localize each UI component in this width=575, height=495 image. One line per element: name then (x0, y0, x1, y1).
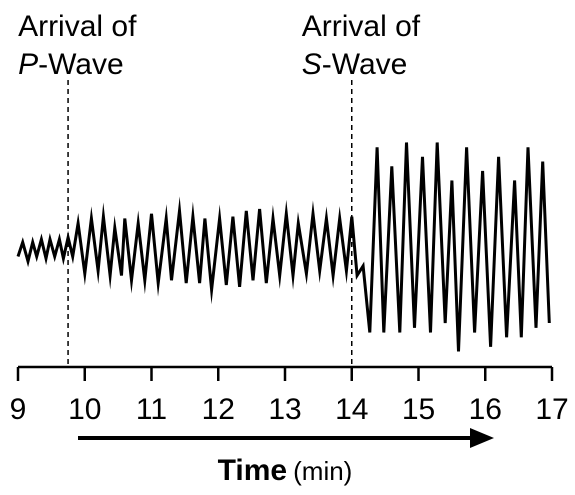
x-tick-label: 9 (10, 393, 27, 426)
x-tick-label: 11 (136, 393, 167, 426)
x-axis-label-main: Time (218, 454, 287, 487)
time-arrow (78, 428, 494, 448)
arrival-label-line2: P-Wave (18, 48, 124, 81)
arrival-label-line2: S-Wave (302, 48, 408, 81)
x-tick-label: 12 (202, 393, 235, 426)
arrival-label-line1: Arrival of (302, 10, 421, 43)
x-tick-label: 16 (469, 393, 502, 426)
x-tick-label: 17 (535, 393, 568, 426)
seismic-trace (16, 142, 551, 352)
wave-letter: S (302, 48, 322, 81)
x-tick-label: 10 (68, 393, 101, 426)
x-tick-label: 14 (335, 393, 368, 426)
x-tick-label: 13 (268, 393, 301, 426)
x-axis-label: Time (min) (218, 454, 353, 487)
x-tick-label: 15 (402, 393, 435, 426)
wave-suffix: -Wave (38, 48, 124, 81)
x-axis-label-unit: (min) (293, 456, 352, 486)
wave-letter: P (18, 48, 38, 81)
wave-suffix: -Wave (322, 48, 408, 81)
arrival-label-line1: Arrival of (18, 10, 137, 43)
time-axis-ticks: 9 10 11 12 13 14 15 16 17 (10, 367, 569, 426)
